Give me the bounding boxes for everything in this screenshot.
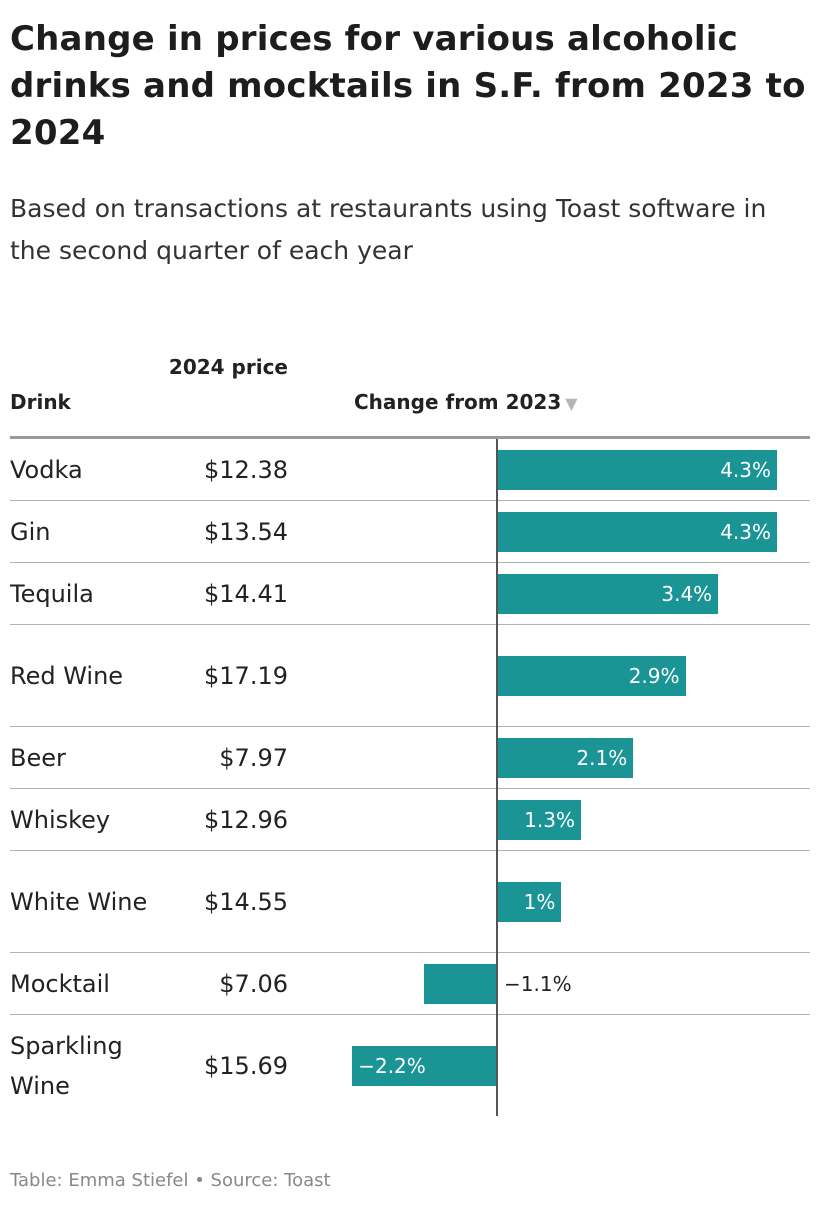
price-cell: $12.38 [204, 455, 288, 484]
column-header-price: 2024 price [168, 355, 288, 379]
drink-name-cell: Whiskey [10, 805, 111, 834]
column-header-change[interactable]: Change from 2023 ▼ [354, 385, 578, 421]
chart-subtitle: Based on transactions at restaurants usi… [10, 194, 767, 265]
table-row: White Wine $14.55 1% [10, 851, 810, 953]
drink-name-cell: Red Wine [10, 661, 124, 690]
zero-axis-line [496, 439, 498, 1116]
table-row: Sparkling Wine $15.69 −2.2% [10, 1015, 810, 1116]
price-cell: $7.06 [219, 969, 288, 998]
change-bar [496, 449, 777, 490]
price-cell: $15.69 [204, 1051, 288, 1080]
drink-name-cell: White Wine [10, 887, 148, 916]
source-footer: Table: Emma Stiefel • Source: Toast [10, 1170, 331, 1191]
table-row: Gin $13.54 4.3% [10, 501, 810, 563]
change-value-label: 2.1% [576, 745, 628, 770]
change-value-label: 1% [523, 889, 556, 914]
change-value-label: 2.9% [628, 663, 680, 688]
change-bar [496, 799, 581, 840]
change-bar [496, 655, 686, 696]
price-cell: $14.41 [204, 579, 288, 608]
price-cell: $12.96 [204, 805, 288, 834]
drink-name-cell: Beer [10, 743, 66, 772]
table-row: Tequila $14.41 3.4% [10, 563, 810, 625]
change-bar [352, 1045, 496, 1086]
table-row: Whiskey $12.96 1.3% [10, 789, 810, 851]
change-value-label: 1.3% [524, 807, 575, 832]
column-header-drink: Drink [10, 390, 71, 414]
header-divider [10, 436, 810, 439]
price-cell: $7.97 [219, 743, 288, 772]
price-cell: $13.54 [204, 517, 288, 546]
chart-title: Change in prices for various alcoholic d… [10, 19, 806, 153]
sort-descending-icon[interactable]: ▼ [565, 394, 578, 413]
table-row: Mocktail $7.06 −1.1% [10, 953, 810, 1015]
price-cell: $17.19 [204, 661, 288, 690]
drink-name-cell: Sparkling Wine [10, 1031, 123, 1100]
change-bar [424, 963, 496, 1004]
table-row: Vodka $12.38 4.3% [10, 439, 810, 501]
change-value-label: −1.1% [504, 971, 572, 996]
change-bar [496, 573, 719, 614]
column-header-change-label: Change from 2023 [354, 390, 562, 414]
change-bar [496, 737, 634, 778]
change-value-label: 4.3% [720, 457, 771, 482]
change-value-label: 4.3% [720, 519, 771, 544]
price-cell: $14.55 [204, 887, 288, 916]
change-bar [496, 511, 777, 552]
table-row: Beer $7.97 2.1% [10, 727, 810, 789]
drink-name-cell: Vodka [10, 455, 83, 484]
change-value-label: −2.2% [358, 1053, 426, 1078]
drink-name-cell: Gin [10, 517, 51, 546]
change-value-label: 3.4% [661, 581, 713, 606]
change-bar [496, 881, 562, 922]
drink-name-cell: Mocktail [10, 969, 110, 998]
drink-name-cell: Tequila [10, 579, 94, 608]
table-row: Red Wine $17.19 2.9% [10, 625, 810, 727]
